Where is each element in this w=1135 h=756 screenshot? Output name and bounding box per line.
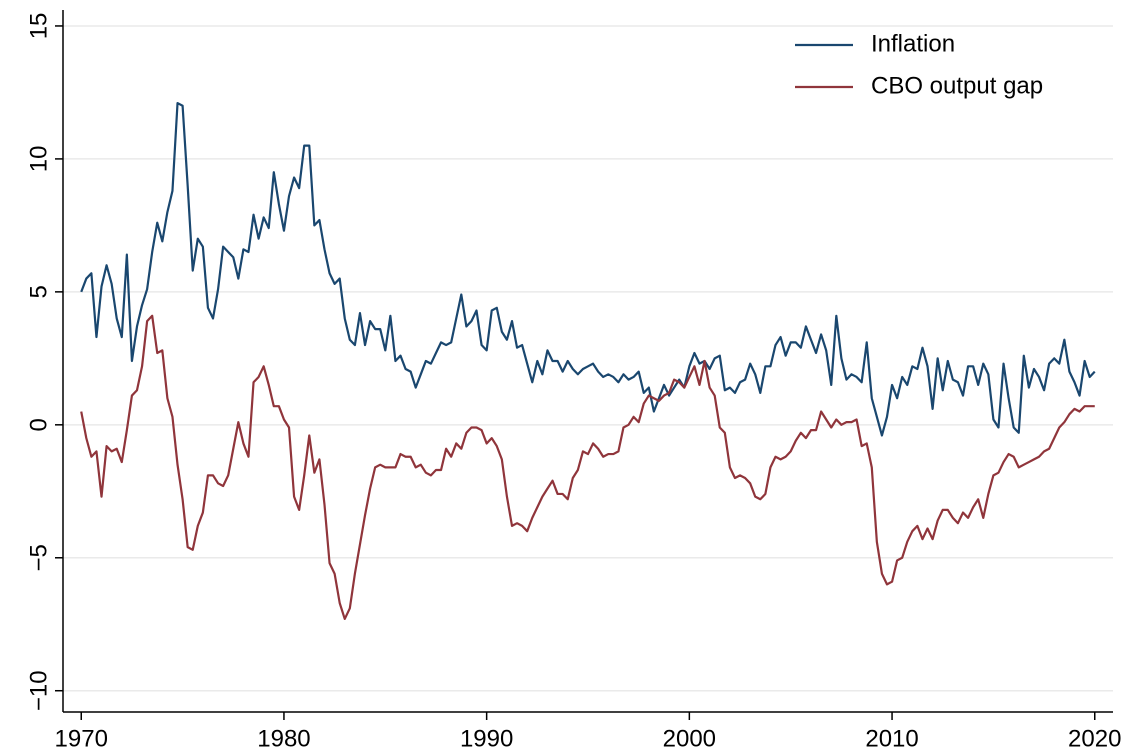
x-tick-label: 1980 [257, 725, 310, 752]
x-tick-label: 2020 [1068, 725, 1121, 752]
y-tick-label: 15 [25, 13, 52, 40]
x-tick-label: 1990 [460, 725, 513, 752]
legend-label: Inflation [871, 30, 955, 57]
y-tick-label: 5 [25, 285, 52, 298]
y-tick-label: −5 [25, 544, 52, 571]
x-tick-label: 1970 [55, 725, 108, 752]
y-tick-label: −10 [25, 670, 52, 711]
series-line [80, 314, 1095, 621]
y-tick-label: 10 [25, 146, 52, 173]
y-tick-label: 0 [25, 418, 52, 431]
legend-label: CBO output gap [871, 72, 1043, 99]
x-tick-label: 2000 [663, 725, 716, 752]
series-line [80, 101, 1096, 437]
x-tick-label: 2010 [865, 725, 918, 752]
